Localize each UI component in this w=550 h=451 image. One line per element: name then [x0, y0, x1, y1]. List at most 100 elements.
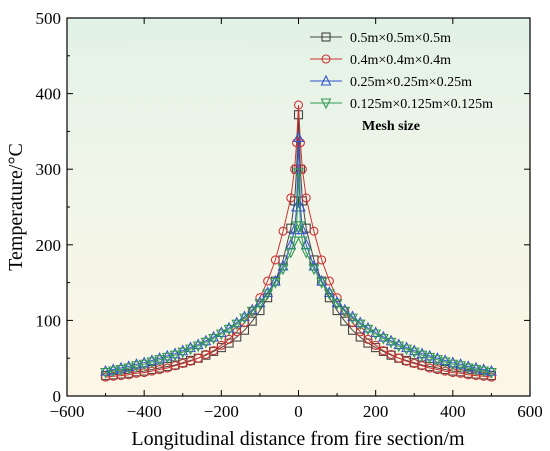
- data-point: [300, 247, 312, 259]
- legend-marker: [320, 98, 332, 110]
- data-point: [146, 357, 158, 369]
- data-point: [317, 255, 327, 265]
- data-point: [478, 363, 490, 375]
- data-point: [177, 344, 189, 356]
- data-point: [447, 359, 459, 371]
- data-point: [123, 363, 135, 375]
- data-point: [371, 340, 381, 350]
- data-point: [192, 338, 204, 350]
- y-tick-label: 500: [36, 9, 62, 28]
- data-point: [115, 361, 127, 373]
- data-point: [401, 344, 412, 356]
- data-point: [309, 226, 319, 236]
- data-point: [154, 351, 165, 363]
- data-point: [316, 278, 328, 289]
- data-point: [370, 326, 382, 338]
- data-point: [177, 347, 189, 359]
- data-point: [231, 319, 243, 331]
- data-point: [455, 358, 466, 369]
- data-point: [269, 274, 281, 286]
- x-axis-label: Longitudinal distance from fire section/…: [131, 428, 465, 450]
- data-point: [161, 352, 173, 364]
- data-point: [246, 306, 258, 318]
- data-point: [262, 289, 274, 301]
- data-point: [385, 334, 397, 346]
- y-tick-label: 200: [36, 236, 62, 255]
- data-point: [331, 299, 343, 310]
- y-tick-label: 300: [36, 160, 62, 179]
- data-point: [424, 349, 436, 361]
- data-point: [262, 286, 274, 297]
- series-line: [105, 137, 492, 372]
- data-point: [269, 278, 281, 289]
- legend-label: 0.4m×0.4m×0.4m: [350, 53, 451, 68]
- data-point: [100, 364, 111, 376]
- data-point: [239, 313, 250, 325]
- data-point: [296, 236, 308, 248]
- data-point: [416, 347, 428, 359]
- data-point: [146, 354, 158, 366]
- data-point: [215, 329, 227, 341]
- data-point: [316, 274, 328, 286]
- data-point: [470, 364, 482, 376]
- data-point: [470, 361, 482, 373]
- data-point: [401, 341, 412, 353]
- data-point: [277, 264, 289, 276]
- data-point: [270, 255, 280, 265]
- data-point: [123, 360, 135, 372]
- data-point: [447, 356, 459, 368]
- x-tick-label: 400: [440, 402, 466, 421]
- data-point: [223, 324, 235, 336]
- data-point: [107, 366, 119, 378]
- data-point: [193, 353, 203, 363]
- legend-marker: [320, 74, 332, 86]
- y-tick-label: 400: [36, 85, 62, 104]
- x-tick-label: −600: [49, 402, 84, 421]
- data-point: [278, 226, 288, 236]
- series-line: [105, 172, 492, 374]
- axes-layer: −600 −400 −200 0 200 400 600 0 100 200 300 400 500: [36, 9, 543, 421]
- x-tick-label: 600: [517, 402, 543, 421]
- data-point: [293, 100, 304, 110]
- legend-label: 0.25m×0.25m×0.25m: [350, 75, 472, 90]
- series-4: [100, 168, 497, 379]
- data-point: [462, 363, 474, 375]
- data-point: [295, 200, 306, 212]
- data-point: [286, 193, 296, 203]
- data-point: [208, 333, 220, 345]
- x-tick-label: 0: [294, 402, 303, 421]
- series-layer: [100, 100, 497, 382]
- data-point: [377, 330, 389, 342]
- data-point: [161, 349, 173, 361]
- data-point: [393, 341, 405, 353]
- data-point: [486, 372, 496, 382]
- data-point: [408, 347, 420, 359]
- legend-label: 0.125m×0.125m×0.125m: [350, 97, 493, 112]
- data-point: [254, 299, 266, 310]
- data-point: [115, 364, 127, 376]
- x-tick-label: −400: [127, 402, 162, 421]
- data-point: [293, 131, 304, 142]
- data-point: [331, 296, 343, 307]
- data-point: [323, 289, 335, 301]
- data-point: [185, 341, 196, 353]
- data-point: [370, 329, 382, 341]
- data-point: [295, 221, 306, 233]
- data-point: [131, 361, 142, 372]
- data-point: [439, 357, 451, 369]
- legend-marker: [321, 54, 331, 64]
- data-point: [394, 353, 404, 363]
- data-point: [323, 286, 335, 297]
- data-point: [100, 368, 111, 379]
- data-point: [215, 326, 227, 338]
- data-point: [432, 355, 443, 366]
- data-point: [416, 350, 428, 362]
- data-point: [169, 350, 181, 362]
- data-point: [169, 347, 181, 359]
- data-point: [362, 324, 374, 336]
- y-axis-label: Temperature/°C: [5, 143, 27, 271]
- data-point: [208, 330, 220, 342]
- data-point: [107, 363, 119, 375]
- data-point: [200, 334, 212, 346]
